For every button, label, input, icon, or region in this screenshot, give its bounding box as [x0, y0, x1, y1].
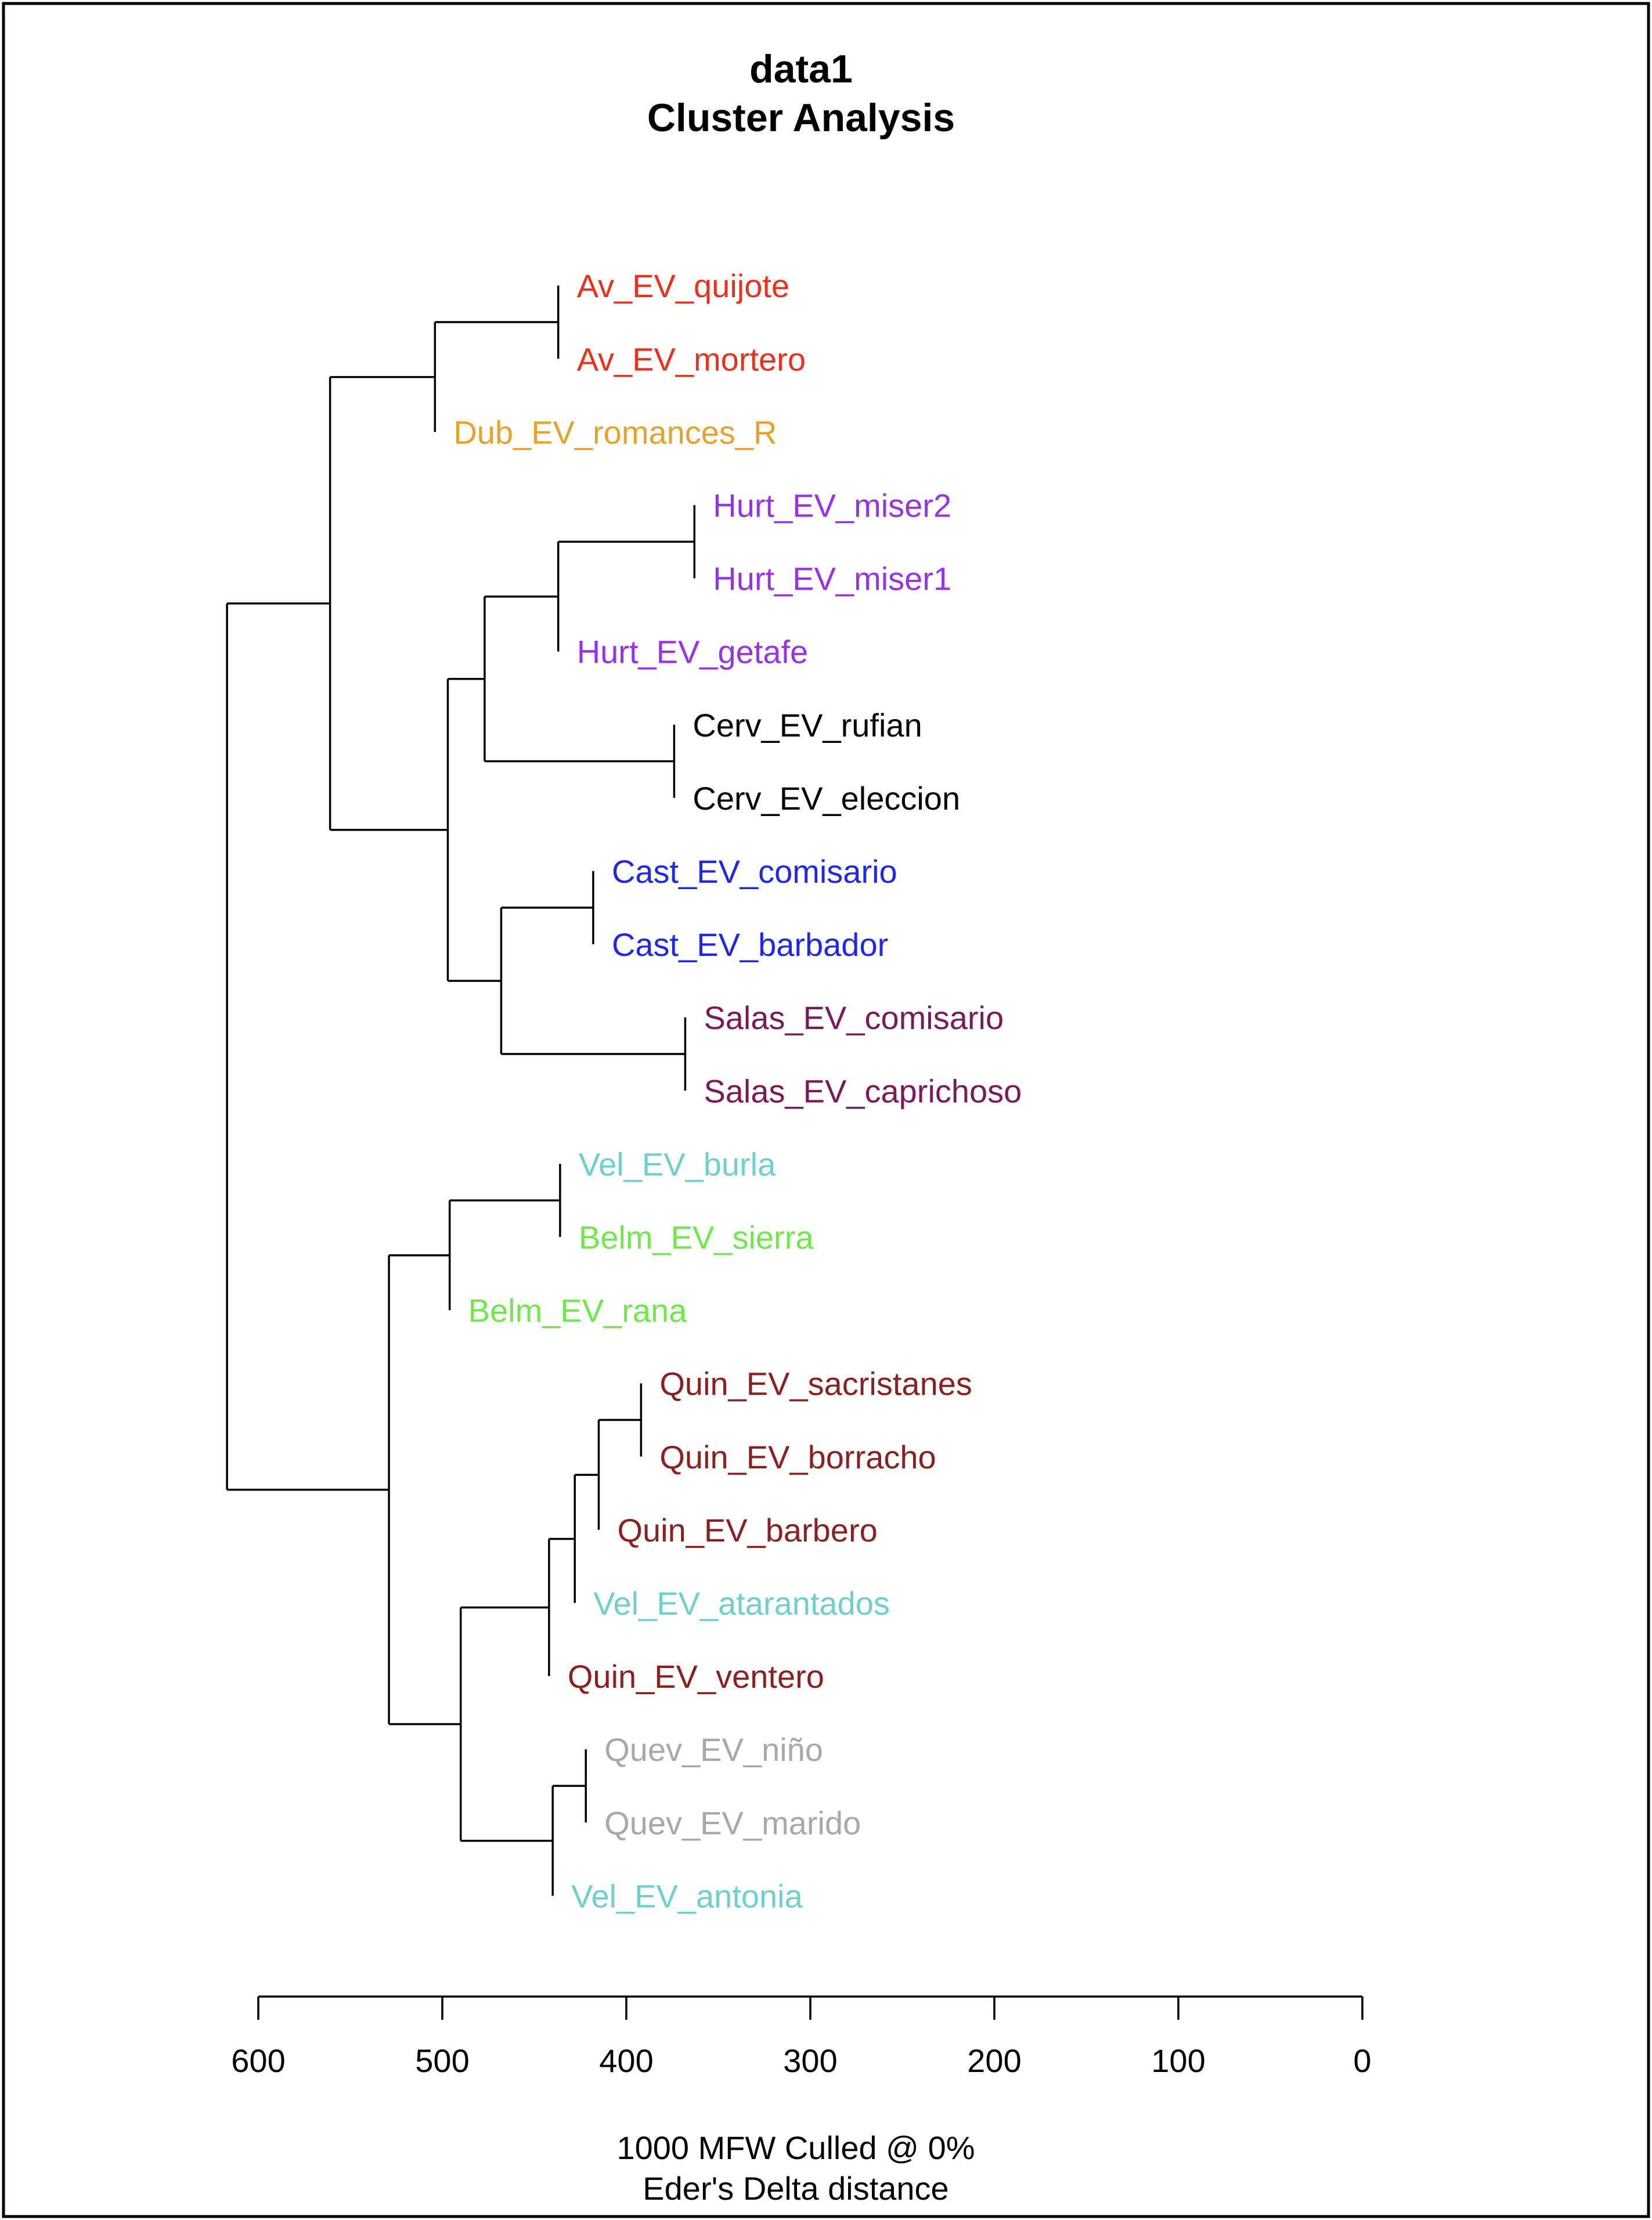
leaf-label: Cerv_EV_eleccion — [692, 780, 960, 817]
x-axis-tick-label: 600 — [231, 2042, 285, 2079]
leaf-label: Quev_EV_niño — [604, 1731, 823, 1768]
x-axis-tick-label: 500 — [415, 2042, 469, 2079]
leaf-label: Vel_EV_atarantados — [593, 1585, 890, 1622]
leaf-label: Av_EV_quijote — [577, 268, 789, 304]
leaf-label: Quin_EV_sacristanes — [659, 1366, 972, 1402]
chart-subtitle: Cluster Analysis — [647, 96, 955, 140]
leaf-label: Salas_EV_caprichoso — [704, 1073, 1022, 1109]
x-axis-tick-label: 0 — [1353, 2042, 1371, 2079]
leaf-label: Cerv_EV_rufian — [692, 707, 922, 743]
x-axis-label-line2: Eder's Delta distance — [643, 2170, 949, 2207]
x-axis-tick-label: 200 — [967, 2042, 1021, 2079]
leaf-label: Hurt_EV_getafe — [577, 634, 808, 670]
leaf-label: Quin_EV_borracho — [659, 1439, 936, 1475]
x-axis-label-line1: 1000 MFW Culled @ 0% — [616, 2129, 975, 2166]
chart-title: data1 — [749, 47, 853, 91]
leaf-labels: Av_EV_quijote Av_EV_mortero Dub_EV_romance… — [453, 268, 1022, 1914]
leaf-label: Quev_EV_marido — [604, 1804, 861, 1841]
leaf-label: Vel_EV_burla — [579, 1146, 776, 1182]
leaf-label: Hurt_EV_miser2 — [713, 487, 951, 524]
x-axis-tick-label: 400 — [599, 2042, 653, 2079]
leaf-label: Dub_EV_romances_R — [453, 414, 777, 450]
x-axis-tick-label: 300 — [783, 2042, 837, 2079]
leaf-label: Salas_EV_comisario — [704, 999, 1004, 1036]
leaf-label: Belm_EV_rana — [468, 1293, 688, 1329]
leaf-label: Av_EV_mortero — [577, 341, 806, 377]
leaf-label: Vel_EV_antonia — [571, 1878, 803, 1914]
x-axis-tick-label: 100 — [1151, 2042, 1205, 2079]
leaf-label: Quin_EV_barbero — [617, 1512, 877, 1548]
leaf-label: Belm_EV_sierra — [579, 1219, 814, 1255]
leaf-label: Cast_EV_comisario — [612, 853, 897, 890]
dendrogram-branches — [226, 286, 696, 1896]
leaf-label: Quin_EV_ventero — [568, 1658, 824, 1695]
x-axis: 600 500 400 300 200 100 0 — [231, 1995, 1372, 2079]
leaf-label: Cast_EV_barbador — [612, 926, 888, 963]
leaf-label: Hurt_EV_miser1 — [713, 561, 951, 597]
